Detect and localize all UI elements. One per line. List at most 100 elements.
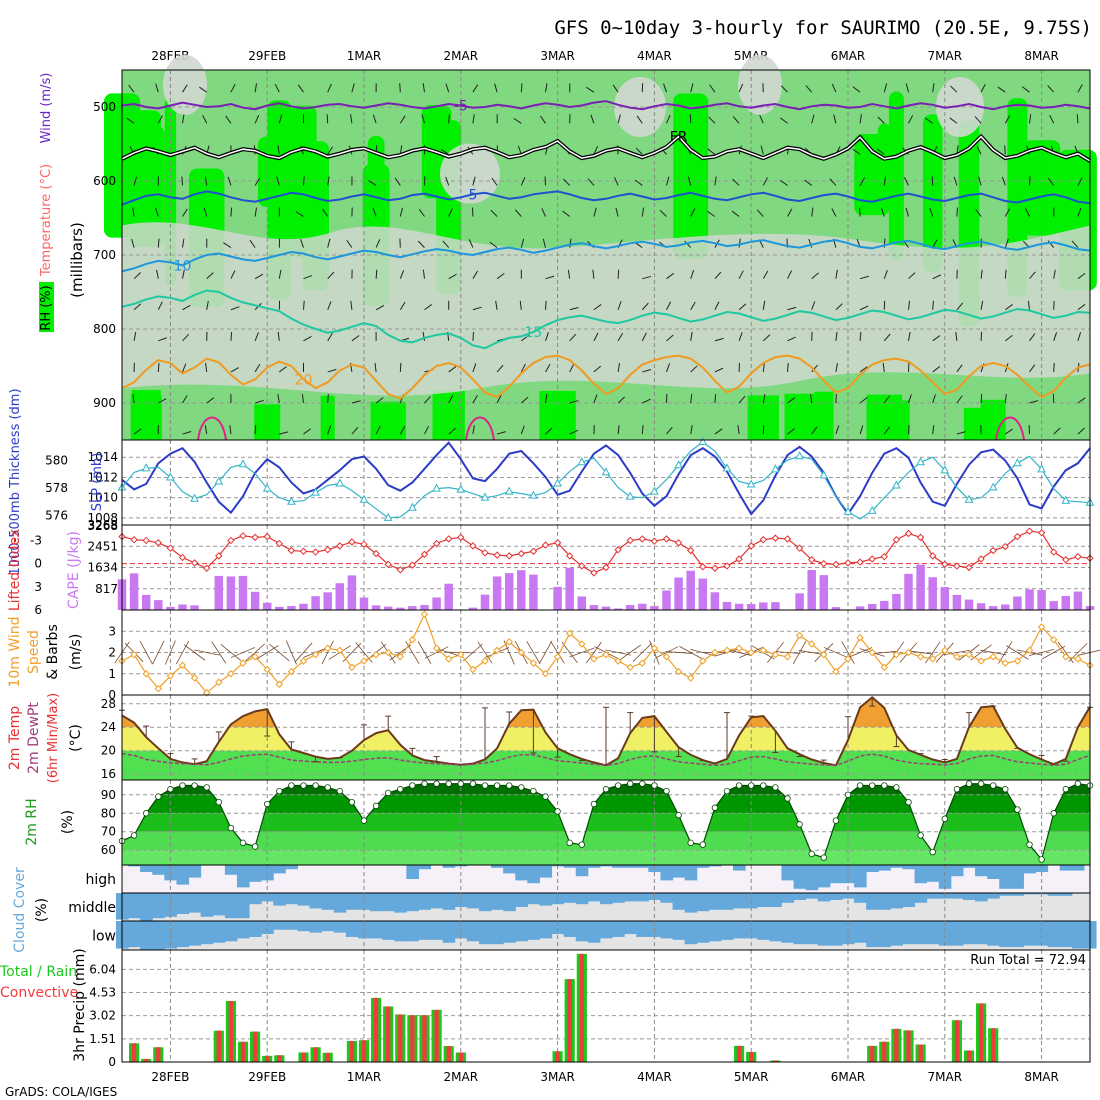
wind-barb — [1004, 238, 1009, 248]
wind-barb — [835, 269, 838, 279]
wind-barb — [714, 393, 717, 404]
wind-barb — [279, 366, 287, 373]
isotherm-label: 5 — [468, 187, 477, 203]
wind-barb — [375, 425, 381, 435]
wind-barb — [472, 425, 475, 435]
lifted-index-point — [747, 542, 755, 550]
lifted-index-point — [372, 549, 380, 558]
cloud-bar — [563, 893, 577, 903]
rh-point — [348, 798, 356, 806]
wind-barb — [472, 331, 475, 341]
precip-convective-bar — [736, 1045, 742, 1062]
lifted-index-point — [505, 552, 513, 560]
wind-barb — [182, 333, 190, 342]
isotherm-line — [121, 289, 1091, 350]
precip-convective-bar — [216, 1030, 221, 1062]
wind-barb — [617, 425, 620, 435]
temp-tick-label: 16 — [101, 767, 116, 781]
wind-barb — [496, 394, 502, 404]
panels: 28FEB28FEB29FEB29FEB1MAR1MAR2MAR2MAR3MAR… — [0, 49, 1100, 1084]
slp-point — [892, 480, 901, 489]
wind-barb — [355, 642, 373, 663]
wind-barb — [980, 300, 984, 310]
cloud-bar — [708, 865, 722, 867]
cloud-bar — [236, 865, 250, 888]
lifted-index-point — [275, 539, 284, 548]
wind-barb — [1077, 332, 1082, 341]
wind-speed-point — [650, 644, 659, 652]
wind-speed-point — [166, 672, 175, 680]
cape-bar — [1037, 589, 1046, 610]
wind-barb — [687, 176, 692, 186]
cloud-bar — [1047, 921, 1061, 948]
rh-point — [941, 815, 948, 823]
lifted-index-point — [311, 548, 320, 556]
rh-point — [397, 786, 404, 793]
wind-barb — [424, 646, 449, 659]
cloud-bar — [975, 921, 988, 945]
cloud-bar — [491, 921, 504, 945]
wind-barb — [158, 337, 167, 342]
date-label-top: 2MAR — [444, 49, 479, 63]
cloud-bar — [866, 921, 879, 948]
cloud-bar — [587, 921, 601, 943]
cape-bar — [916, 564, 925, 610]
rh-dry-region — [440, 143, 500, 204]
pressure-tick-label: 900 — [93, 396, 116, 410]
rh-point — [784, 795, 791, 802]
cloud-bar — [382, 893, 395, 912]
wind-barb — [593, 207, 597, 217]
rh-point — [457, 780, 464, 787]
wind-barb — [269, 643, 290, 662]
wind-barb — [1077, 649, 1100, 656]
cloud-bar — [515, 893, 528, 907]
rh-point — [409, 782, 416, 789]
precip-legend-total: Total / Rain — [0, 964, 77, 980]
wind-speed-point — [287, 667, 296, 676]
wind-barb — [924, 641, 941, 664]
rh-point — [953, 786, 961, 793]
slp-point — [335, 478, 345, 487]
cloud-bar — [285, 893, 298, 905]
cloud-bar — [636, 921, 649, 937]
wind-barb — [634, 179, 643, 186]
cloud-bar — [624, 865, 637, 868]
wind-barb — [810, 394, 813, 404]
wind-barb — [859, 305, 869, 311]
cloud-bar — [370, 921, 383, 939]
wind-speed-point — [299, 657, 308, 665]
axis-label-wind-barbs: & Barbs — [45, 624, 61, 680]
run-total-label: Run Total = 72.94 — [970, 953, 1086, 968]
wind-barb — [852, 86, 861, 93]
cloud-bar — [587, 865, 601, 868]
wind-barb — [883, 83, 888, 93]
wind-barb — [835, 362, 838, 373]
wind-speed-point — [614, 657, 622, 665]
cloud-bar — [878, 893, 891, 910]
cloud-bar — [612, 865, 625, 868]
cape-bar — [335, 583, 345, 610]
wind-barb — [1027, 300, 1030, 310]
precip-convective-bar — [773, 1060, 778, 1062]
cape-bar — [311, 596, 320, 610]
cape-bar — [589, 605, 599, 610]
wind-barb — [619, 644, 642, 661]
wind-barb — [1077, 272, 1086, 280]
precip-convective-bar — [398, 1014, 403, 1062]
cloud-bar — [285, 865, 298, 870]
wind-barb — [468, 239, 474, 248]
cape-bar — [819, 575, 829, 610]
cape-bar — [940, 587, 950, 610]
cloud-bar — [890, 921, 903, 946]
precip-convective-bar — [555, 1051, 560, 1062]
rh-humid-cell — [877, 123, 891, 203]
wind-barb — [514, 209, 522, 217]
wind-barb — [424, 304, 433, 311]
lifted-index-point — [263, 532, 271, 541]
wind-barb — [690, 331, 693, 341]
cloud-bar — [599, 865, 613, 867]
wind-speed-point — [1013, 657, 1022, 665]
wind-barb — [663, 83, 667, 93]
wind-barb — [587, 178, 595, 186]
wind-barb — [835, 331, 838, 341]
